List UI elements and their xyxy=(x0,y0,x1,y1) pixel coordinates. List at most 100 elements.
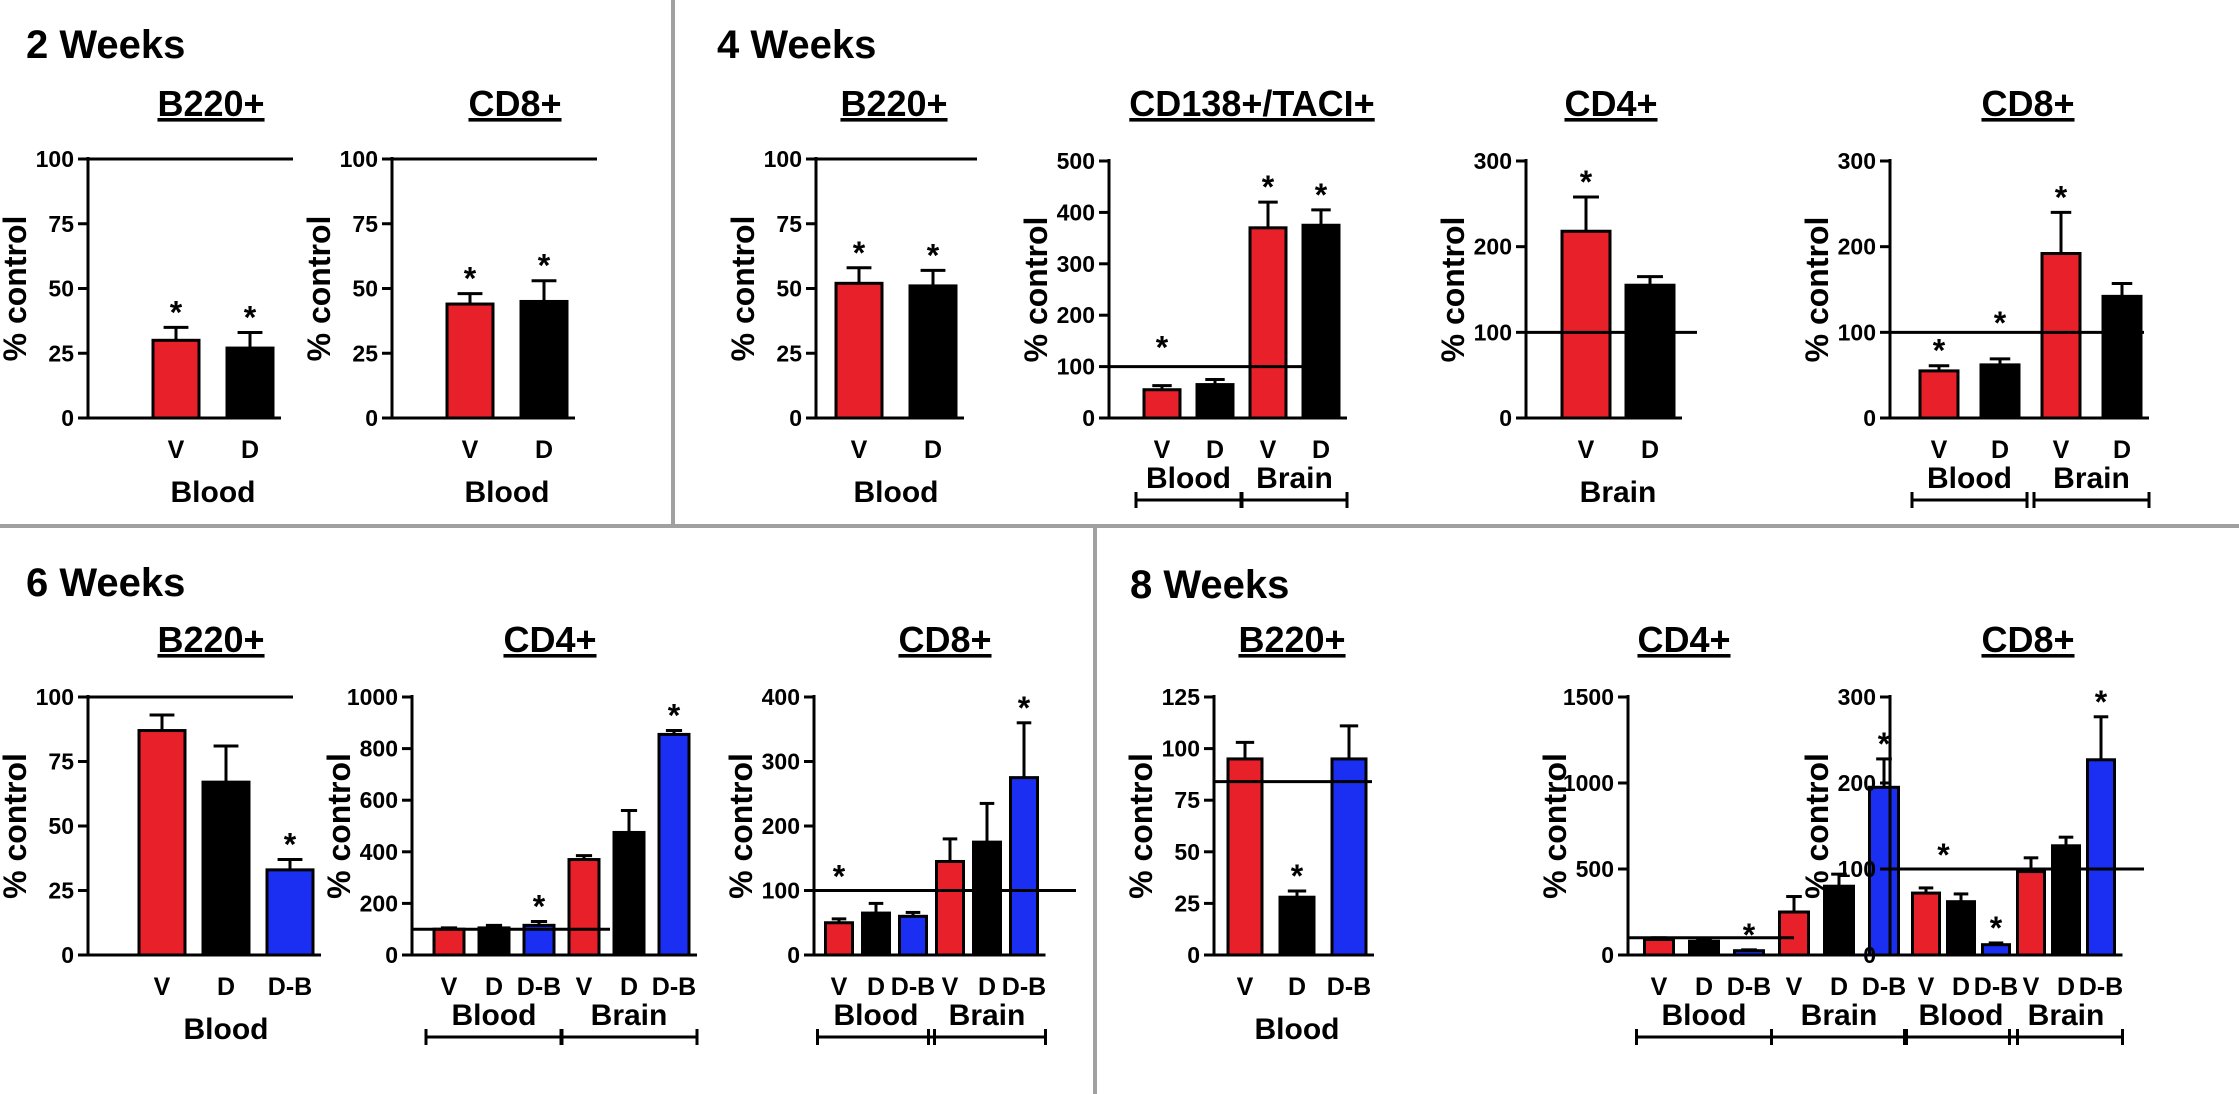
bar xyxy=(1643,938,1675,957)
y-tick-label: 1000 xyxy=(1563,770,1614,796)
y-tick-label: 50 xyxy=(48,276,74,302)
significance-star: * xyxy=(2095,684,2108,720)
section-title-6-weeks: 6 Weeks xyxy=(26,561,185,605)
bar xyxy=(1226,757,1264,957)
bar xyxy=(1195,383,1235,420)
y-axis-label: % control xyxy=(301,216,337,362)
bar xyxy=(567,858,601,957)
group-label: Blood xyxy=(171,476,256,509)
bar xyxy=(1946,900,1976,957)
group-label: Blood xyxy=(1919,999,2004,1032)
y-tick-label: 75 xyxy=(352,211,378,237)
group-label: Blood xyxy=(1255,1013,1340,1046)
chart-2: B220+ % control 0 25 50 75 100 * V * D Blood xyxy=(725,83,977,509)
bar xyxy=(834,281,884,420)
bar xyxy=(908,284,958,420)
bar xyxy=(1009,776,1039,957)
category-label: D xyxy=(241,436,259,464)
y-tick-label: 100 xyxy=(762,878,800,904)
significance-star: * xyxy=(1262,169,1275,205)
category-label: D xyxy=(867,973,885,1001)
y-tick-label: 25 xyxy=(776,340,802,366)
group-label: Blood xyxy=(1662,999,1747,1032)
y-tick-label: 200 xyxy=(1057,302,1095,328)
category-label: V xyxy=(1651,973,1668,1001)
group-label: Brain xyxy=(949,999,1026,1032)
y-axis-label: % control xyxy=(1799,217,1835,363)
category-label: V xyxy=(851,436,868,464)
group-label: Brain xyxy=(2028,999,2105,1032)
y-axis-label: % control xyxy=(1123,753,1159,899)
y-tick-label: 300 xyxy=(1057,251,1095,277)
y-tick-label: 100 xyxy=(36,146,74,172)
category-label: D-B xyxy=(652,973,696,1001)
chart-title: B220+ xyxy=(157,83,264,124)
category-label: V xyxy=(576,973,593,1001)
category-label: D xyxy=(1952,973,1970,1001)
group-label: Blood xyxy=(834,999,919,1032)
category-label: D-B xyxy=(268,973,312,1001)
y-tick-label: 0 xyxy=(1863,942,1876,968)
category-label: D xyxy=(535,436,553,464)
category-label: D xyxy=(620,973,638,1001)
y-tick-label: 200 xyxy=(1838,234,1876,260)
bar xyxy=(1278,895,1316,957)
significance-star: * xyxy=(1878,726,1891,762)
bar xyxy=(898,914,928,957)
significance-star: * xyxy=(1743,917,1756,953)
y-tick-label: 300 xyxy=(762,749,800,775)
bar xyxy=(1868,785,1900,957)
y-tick-label: 200 xyxy=(762,813,800,839)
category-label: D-B xyxy=(1862,973,1906,1001)
category-label: D xyxy=(1991,436,2009,464)
bar xyxy=(265,868,315,957)
y-tick-label: 100 xyxy=(1838,856,1876,882)
chart-title: CD8+ xyxy=(1981,619,2074,660)
category-label: D-B xyxy=(891,973,935,1001)
bar xyxy=(2086,758,2116,957)
chart-title: CD8+ xyxy=(468,83,561,124)
significance-star: * xyxy=(1315,177,1328,213)
y-tick-label: 0 xyxy=(1187,942,1200,968)
category-label: V xyxy=(154,973,171,1001)
bar xyxy=(1981,943,2011,957)
bar xyxy=(2040,252,2082,420)
y-tick-label: 100 xyxy=(1057,354,1095,380)
y-axis-label: % control xyxy=(321,753,357,899)
chart-title: B220+ xyxy=(840,83,947,124)
y-tick-label: 0 xyxy=(385,942,398,968)
y-tick-label: 50 xyxy=(776,276,802,302)
category-label: V xyxy=(441,973,458,1001)
y-tick-label: 25 xyxy=(48,340,74,366)
group-label: Brain xyxy=(1256,462,1333,495)
category-label: D xyxy=(1312,436,1330,464)
group-label: Blood xyxy=(452,999,537,1032)
category-label: D xyxy=(217,973,235,1001)
group-label: Blood xyxy=(1146,462,1231,495)
y-tick-label: 1500 xyxy=(1563,684,1614,710)
chart-title: B220+ xyxy=(1238,619,1345,660)
significance-star: * xyxy=(1937,837,1950,873)
significance-star: * xyxy=(927,237,940,273)
category-label: D-B xyxy=(1974,973,2018,1001)
group-label: Brain xyxy=(591,999,668,1032)
y-axis-label: % control xyxy=(1537,753,1573,899)
y-tick-label: 0 xyxy=(1863,405,1876,431)
significance-star: * xyxy=(853,235,866,271)
y-tick-label: 0 xyxy=(789,405,802,431)
y-tick-label: 125 xyxy=(1162,684,1201,710)
group-label: Blood xyxy=(1927,462,2012,495)
bar xyxy=(1624,283,1676,420)
bar xyxy=(1560,229,1612,420)
chart-title: CD4+ xyxy=(503,619,596,660)
y-tick-label: 25 xyxy=(1174,890,1200,916)
y-tick-label: 0 xyxy=(365,405,378,431)
y-tick-label: 75 xyxy=(1174,787,1200,813)
section-title-4-weeks: 4 Weeks xyxy=(717,23,876,67)
category-label: D-B xyxy=(2079,973,2123,1001)
y-tick-label: 800 xyxy=(360,736,398,762)
